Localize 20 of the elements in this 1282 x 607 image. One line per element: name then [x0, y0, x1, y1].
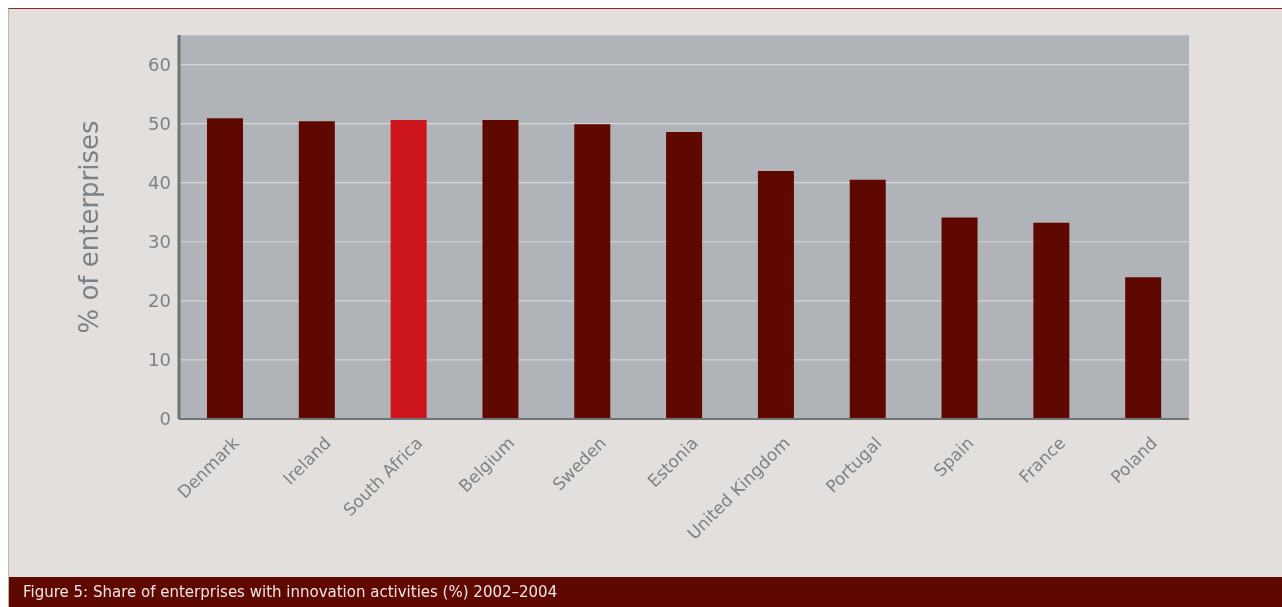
bar — [298, 121, 335, 419]
y-tick-label: 50 — [148, 113, 171, 135]
bar — [574, 124, 611, 419]
bar — [1125, 277, 1162, 419]
bar — [757, 170, 794, 419]
y-tick-label: 60 — [148, 53, 171, 75]
bar — [207, 118, 243, 419]
bar — [666, 131, 703, 419]
bar — [482, 120, 519, 419]
y-axis-title: % of enterprises — [74, 120, 105, 334]
bar — [849, 179, 886, 419]
bar — [390, 120, 427, 419]
bar — [1033, 222, 1070, 419]
text: Figure 5: Share of enterprises with innovation activities (%) 2002–2004 — [9, 577, 1282, 607]
y-tick-label: 20 — [148, 290, 171, 312]
y-tick-label: 40 — [148, 172, 171, 194]
bar — [941, 217, 978, 419]
y-tick-label: 30 — [148, 231, 171, 253]
y-tick-label: 0 — [159, 408, 171, 430]
y-tick-label: 10 — [148, 349, 171, 371]
